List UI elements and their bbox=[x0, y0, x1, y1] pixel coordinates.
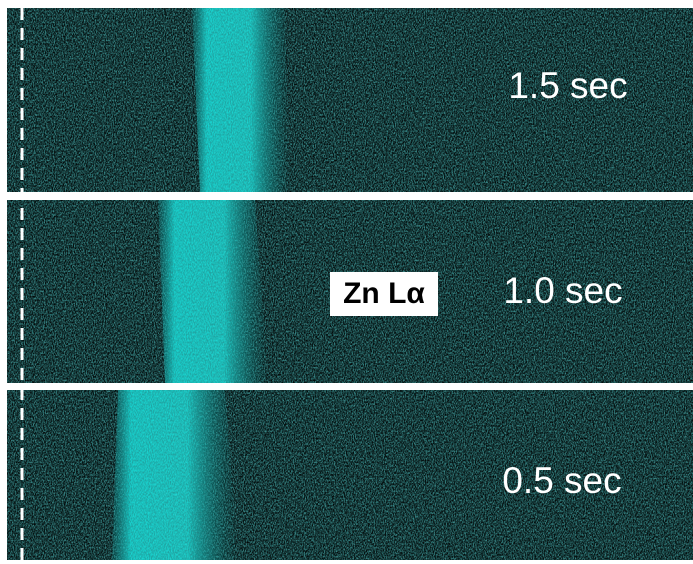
time-label: 0.5 sec bbox=[502, 460, 621, 501]
element-label-box bbox=[330, 272, 438, 316]
panel-top bbox=[7, 8, 693, 192]
element-label: Zn Lα bbox=[343, 277, 425, 310]
panel-bottom bbox=[7, 390, 693, 560]
time-label: 1.5 sec bbox=[508, 65, 627, 106]
panel-middle bbox=[7, 200, 693, 383]
time-label: 1.0 sec bbox=[503, 270, 622, 311]
